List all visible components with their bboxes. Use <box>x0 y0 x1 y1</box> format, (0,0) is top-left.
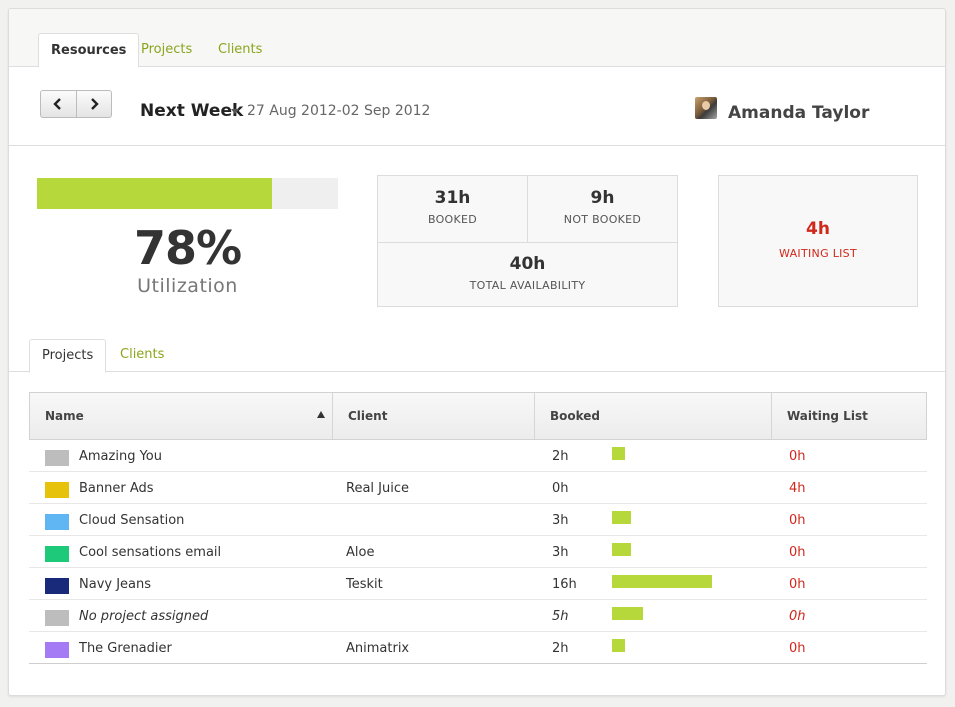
booked-hours: 3h <box>552 513 569 528</box>
client-name: Animatrix <box>346 641 410 656</box>
chevron-left-icon <box>53 98 62 110</box>
not-booked-label: NOT BOOKED <box>563 213 642 226</box>
projects-table: Name Client Booked Waiting List Amazing … <box>29 392 927 664</box>
tab-projects[interactable]: Projects <box>141 42 193 57</box>
period-header: Next Week 27 Aug 2012-02 Sep 2012 Amanda… <box>9 67 945 146</box>
table-row[interactable]: Banner Ads Real Juice 0h 4h <box>29 472 927 504</box>
booked-bar <box>612 639 625 652</box>
booked-hours: 3h <box>552 545 569 560</box>
table-row[interactable]: Cool sensations email Aloe 3h 0h <box>29 536 927 568</box>
project-name[interactable]: Cloud Sensation <box>79 513 185 528</box>
waiting-hours: 0h <box>789 513 806 528</box>
total-availability-stat: 40h TOTAL AVAILABILITY <box>378 254 677 292</box>
utilization-percent: 78% <box>133 221 242 275</box>
tab-resources[interactable]: Resources <box>38 33 140 68</box>
booked-bar <box>612 447 625 460</box>
hours-summary: 31h BOOKED 9h NOT BOOKED 40h TOTAL AVAIL… <box>377 175 678 307</box>
booked-hours: 2h <box>552 449 569 464</box>
waiting-hours: 4h <box>789 481 806 496</box>
not-booked-hours: 9h <box>590 188 615 208</box>
project-name[interactable]: Amazing You <box>79 449 162 464</box>
previous-week-button[interactable] <box>41 91 76 117</box>
table-header: Name Client Booked Waiting List <box>29 392 927 440</box>
utilization-bar <box>37 178 338 209</box>
period-dropdown-caret-icon[interactable] <box>231 109 239 114</box>
waiting-hours: 0h <box>789 577 806 592</box>
project-name[interactable]: Banner Ads <box>79 481 154 496</box>
column-header-name-label: Name <box>45 409 84 423</box>
top-tab-bar: Resources Projects Clients <box>9 9 945 68</box>
booked-hours: 2h <box>552 641 569 656</box>
project-name[interactable]: Cool sensations email <box>79 545 222 560</box>
period-nav <box>40 90 112 118</box>
total-availability-label: TOTAL AVAILABILITY <box>469 279 586 292</box>
table-row[interactable]: Amazing You 2h 0h <box>29 440 927 472</box>
resource-name: Amanda Taylor <box>728 103 870 123</box>
project-color-swatch <box>45 546 69 562</box>
project-color-swatch <box>45 642 69 658</box>
booked-bar <box>612 607 643 620</box>
project-color-swatch <box>45 514 69 530</box>
project-name[interactable]: No project assigned <box>79 609 209 624</box>
column-header-name[interactable]: Name <box>30 393 332 439</box>
booked-bar <box>612 575 712 588</box>
column-header-booked[interactable]: Booked <box>534 393 771 439</box>
subtab-projects[interactable]: Projects <box>29 339 107 373</box>
booked-bar <box>612 511 631 524</box>
resource-card: Resources Projects Clients Next Week 27 … <box>8 8 946 696</box>
client-name: Real Juice <box>346 481 409 496</box>
booked-hours: 16h <box>552 577 577 592</box>
project-name[interactable]: Navy Jeans <box>79 577 152 592</box>
table-body: Amazing You 2h 0h Banner Ads Real Juice 0h 4h C… <box>29 440 927 664</box>
next-week-button[interactable] <box>75 91 111 117</box>
total-availability-hours: 40h <box>509 254 546 274</box>
utilization-label: Utilization <box>137 275 238 297</box>
project-color-swatch <box>45 482 69 498</box>
booked-bar <box>612 543 631 556</box>
waiting-list-label: WAITING LIST <box>779 247 857 260</box>
booked-hours: 5h <box>552 609 569 624</box>
waiting-hours: 0h <box>789 609 806 624</box>
avatar <box>695 97 717 119</box>
waiting-list-summary: 4h WAITING LIST <box>718 175 918 307</box>
column-header-waiting-list[interactable]: Waiting List <box>771 393 926 439</box>
waiting-list-hours: 4h <box>806 219 830 239</box>
period-selector-label[interactable]: Next Week <box>140 101 244 121</box>
date-range: 27 Aug 2012-02 Sep 2012 <box>247 103 431 119</box>
project-color-swatch <box>45 450 69 466</box>
booked-label: BOOKED <box>427 213 478 226</box>
table-row[interactable]: The Grenadier Animatrix 2h 0h <box>29 632 927 664</box>
table-row[interactable]: Cloud Sensation 3h 0h <box>29 504 927 536</box>
table-row[interactable]: No project assigned 5h 0h <box>29 600 927 632</box>
subtab-clients[interactable]: Clients <box>120 347 165 362</box>
waiting-hours: 0h <box>789 545 806 560</box>
utilization-bar-fill <box>37 178 272 209</box>
project-color-swatch <box>45 578 69 594</box>
tab-clients[interactable]: Clients <box>218 42 263 57</box>
booked-stat: 31h BOOKED <box>378 188 527 226</box>
not-booked-stat: 9h NOT BOOKED <box>528 188 677 226</box>
project-name[interactable]: The Grenadier <box>79 641 172 656</box>
sort-ascending-icon <box>317 411 325 418</box>
client-name: Aloe <box>346 545 375 560</box>
table-row[interactable]: Navy Jeans Teskit 16h 0h <box>29 568 927 600</box>
booked-hours: 31h <box>434 188 471 208</box>
project-color-swatch <box>45 610 69 626</box>
booked-hours: 0h <box>552 481 569 496</box>
waiting-hours: 0h <box>789 449 806 464</box>
client-name: Teskit <box>346 577 383 592</box>
chevron-right-icon <box>91 98 99 110</box>
waiting-hours: 0h <box>789 641 806 656</box>
column-header-client[interactable]: Client <box>332 393 534 439</box>
